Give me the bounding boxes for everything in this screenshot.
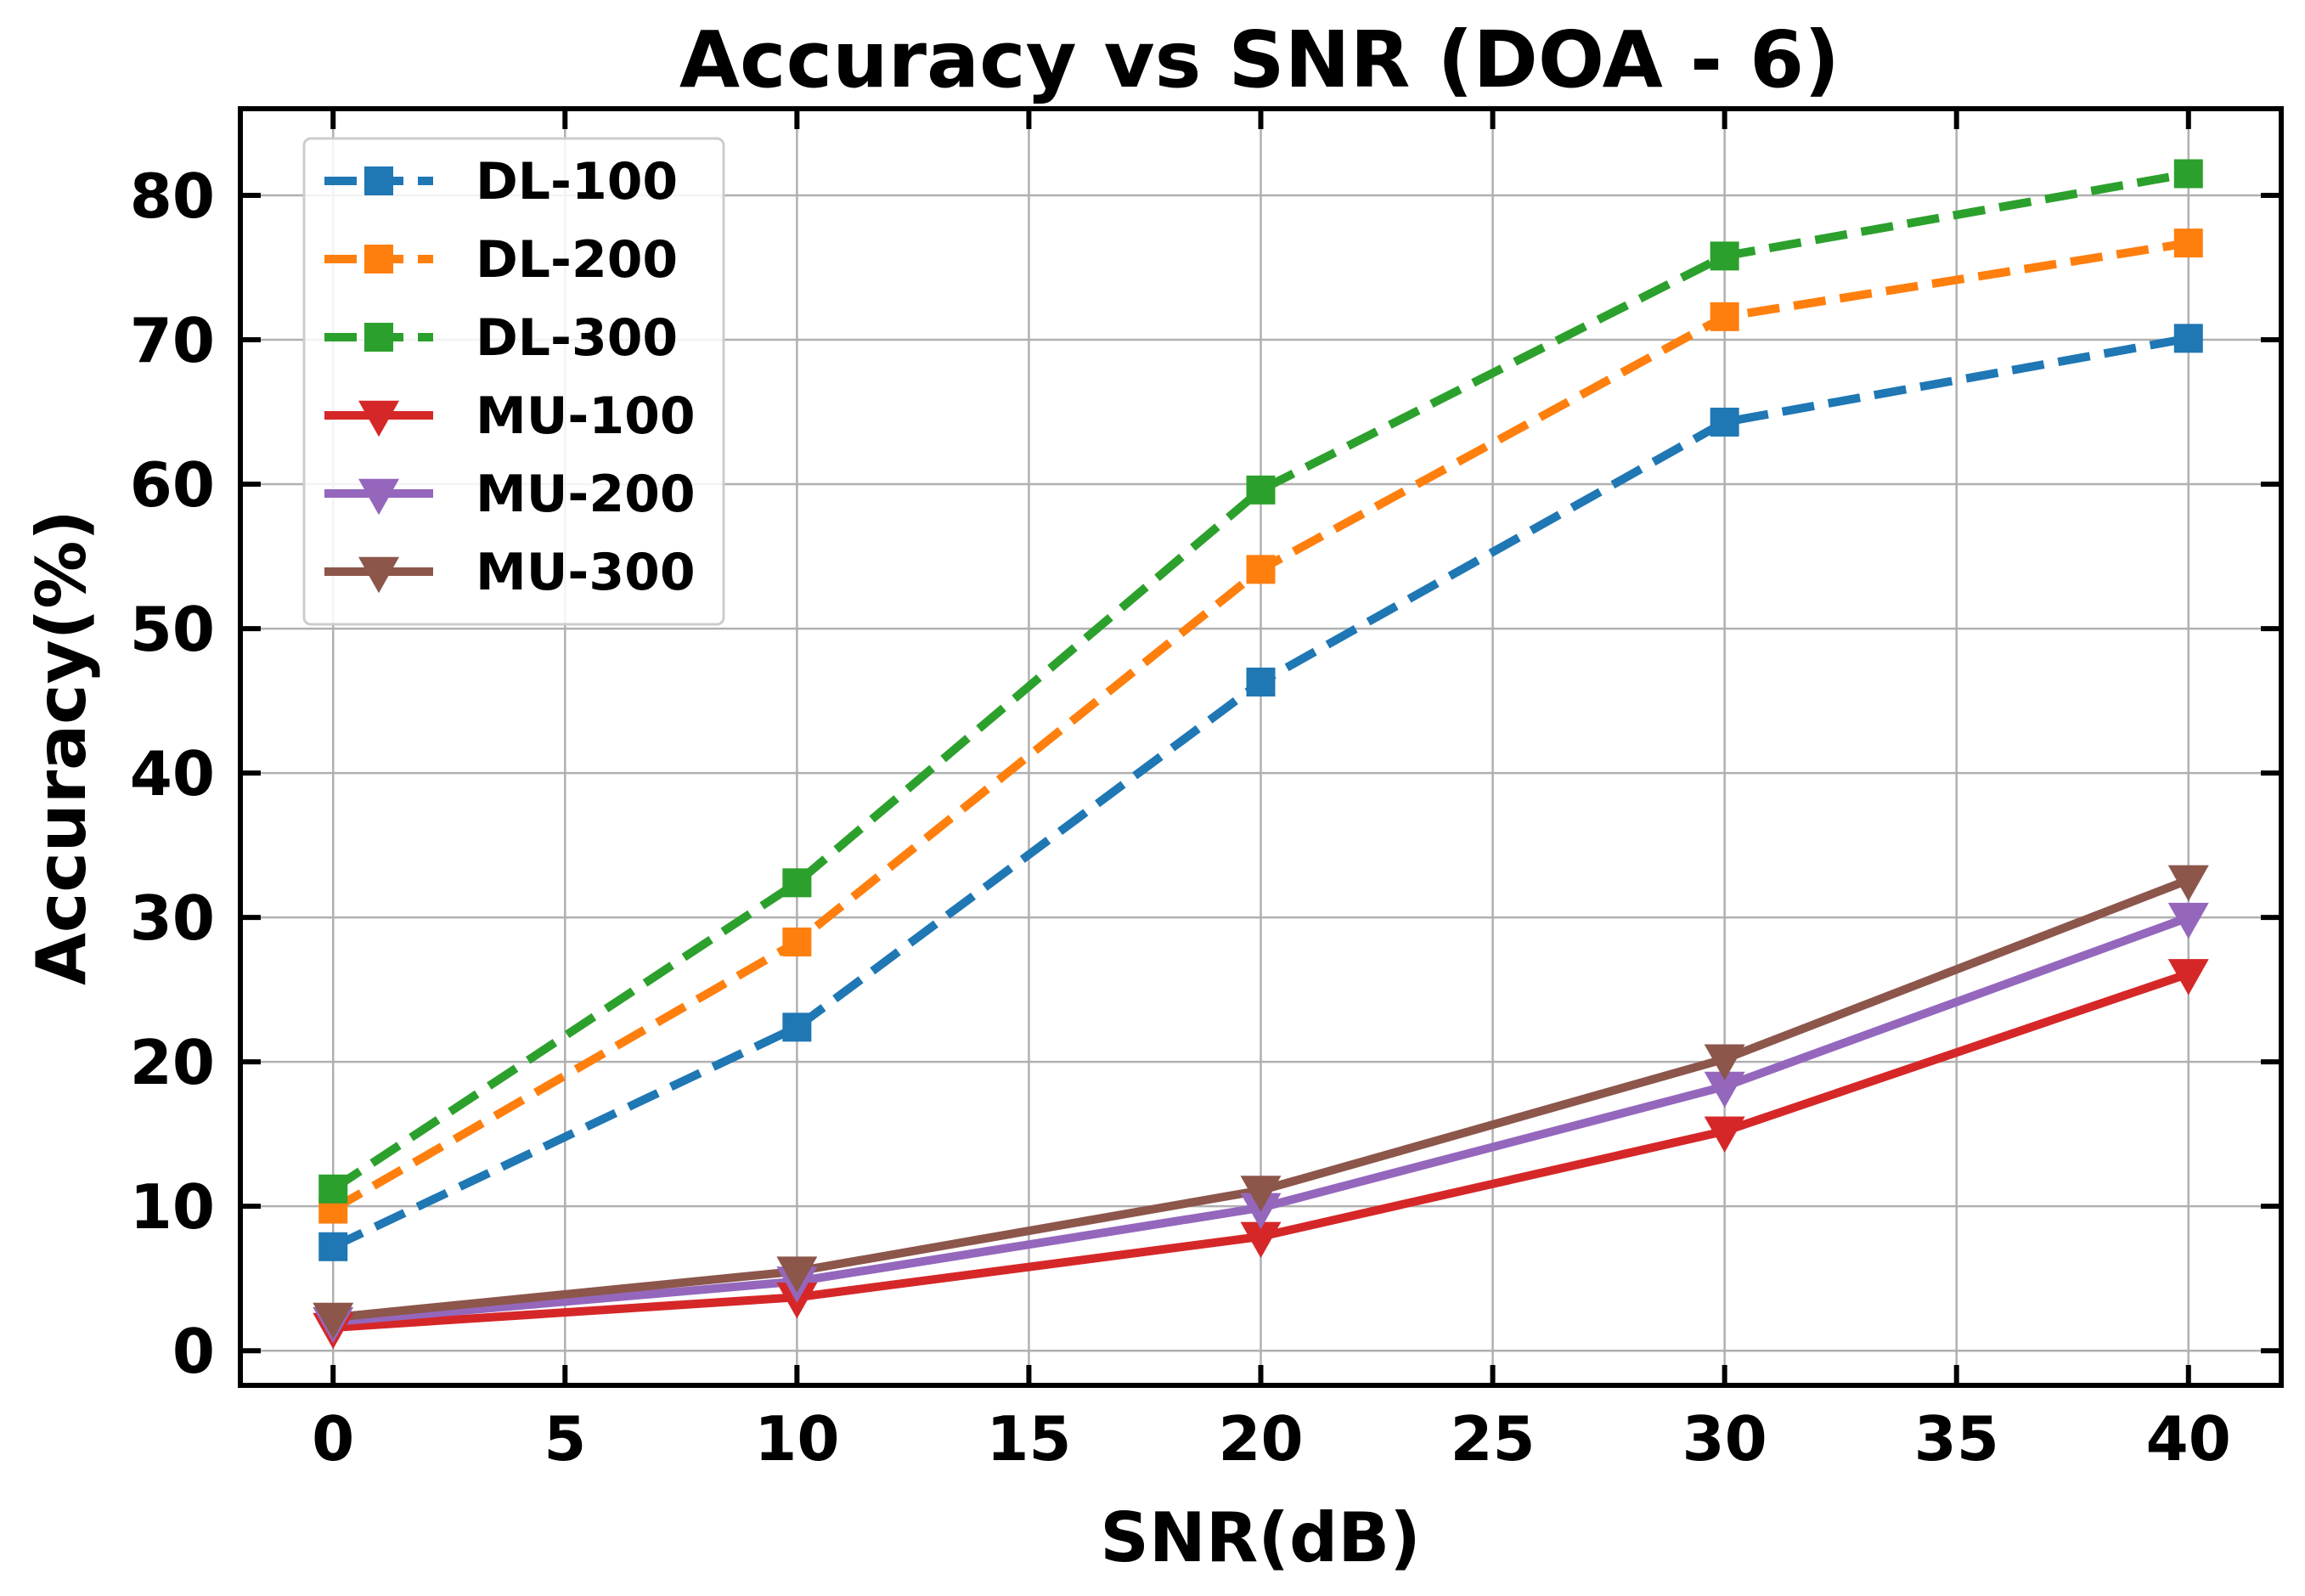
y-tick-label: 40 [130,738,215,809]
data-point-dl-200 [1246,555,1276,584]
axis-ticks: 0 5 10 15 20 25 30 35 40 0 10 20 30 40 50 60 70 80 [130,109,2281,1475]
y-tick-label: 0 [172,1316,215,1387]
data-point-mu-300 [313,1302,354,1339]
data-point-dl-100 [1710,407,1739,437]
legend-label-dl-100: DL-100 [476,152,678,211]
data-point-mu-300 [776,1256,818,1293]
data-point-dl-100 [2173,324,2203,353]
data-point-mu-100 [1704,1116,1745,1153]
x-tick-label: 30 [1682,1403,1767,1475]
data-point-dl-300 [782,868,812,898]
data-point-dl-200 [782,928,812,957]
y-tick-label: 30 [130,883,215,954]
legend-marker-dl-100 [364,166,393,195]
legend-label-mu-200: MU-200 [476,465,696,524]
legend-marker-dl-200 [364,245,393,274]
legend-label-dl-300: DL-300 [476,308,678,368]
legend-marker-dl-300 [364,323,393,352]
data-point-dl-300 [1710,241,1739,271]
data-point-dl-100 [318,1232,348,1261]
plot-frame [238,106,2284,1388]
chart-title: Accuracy vs SNR (DOA - 6) [679,14,1840,105]
data-point-dl-200 [2173,228,2203,258]
data-point-mu-200 [2167,902,2209,939]
y-tick-label: 20 [130,1027,215,1098]
y-tick-label: 60 [130,449,215,521]
x-tick-label: 5 [544,1403,586,1475]
y-tick-label: 10 [130,1171,215,1243]
legend-box [302,137,725,626]
legend-marker-mu-300 [358,556,399,594]
legend-marker-mu-200 [358,478,399,516]
data-point-mu-300 [2167,865,2209,902]
data-point-mu-300 [1704,1044,1745,1080]
legend-marker-mu-100 [358,400,399,437]
data-point-dl-300 [318,1174,348,1204]
data-point-dl-300 [1246,475,1276,505]
legend: DL-100 DL-200 DL-300 MU-100 MU-200 MU-300 [302,137,725,626]
data-point-mu-100 [2167,959,2209,995]
x-tick-label: 20 [1218,1403,1303,1475]
x-tick-label: 40 [2146,1403,2231,1475]
data-point-mu-100 [1240,1221,1282,1259]
x-tick-label: 15 [986,1403,1071,1475]
data-point-dl-300 [2173,159,2203,189]
series-line-dl-300 [330,169,2189,1193]
y-tick-label: 80 [130,161,215,232]
legend-label-dl-200: DL-200 [476,230,678,290]
data-point-mu-200 [1704,1071,1745,1108]
data-point-dl-100 [782,1012,812,1042]
y-tick-label: 50 [130,594,215,665]
x-tick-label: 35 [1914,1403,1999,1475]
legend-label-mu-100: MU-100 [476,386,696,446]
y-tick-label: 70 [130,305,215,376]
x-tick-label: 25 [1450,1403,1535,1475]
data-point-dl-200 [1710,302,1739,331]
x-tick-label: 0 [312,1403,354,1475]
data-point-dl-100 [1246,667,1276,696]
x-axis-label: SNR(dB) [1100,1498,1421,1577]
y-axis-label: Accuracy(%) [22,510,101,985]
series-markers [313,159,2209,1350]
data-point-mu-300 [1240,1176,1282,1212]
x-tick-label: 10 [754,1403,839,1475]
legend-label-mu-300: MU-300 [476,543,696,602]
